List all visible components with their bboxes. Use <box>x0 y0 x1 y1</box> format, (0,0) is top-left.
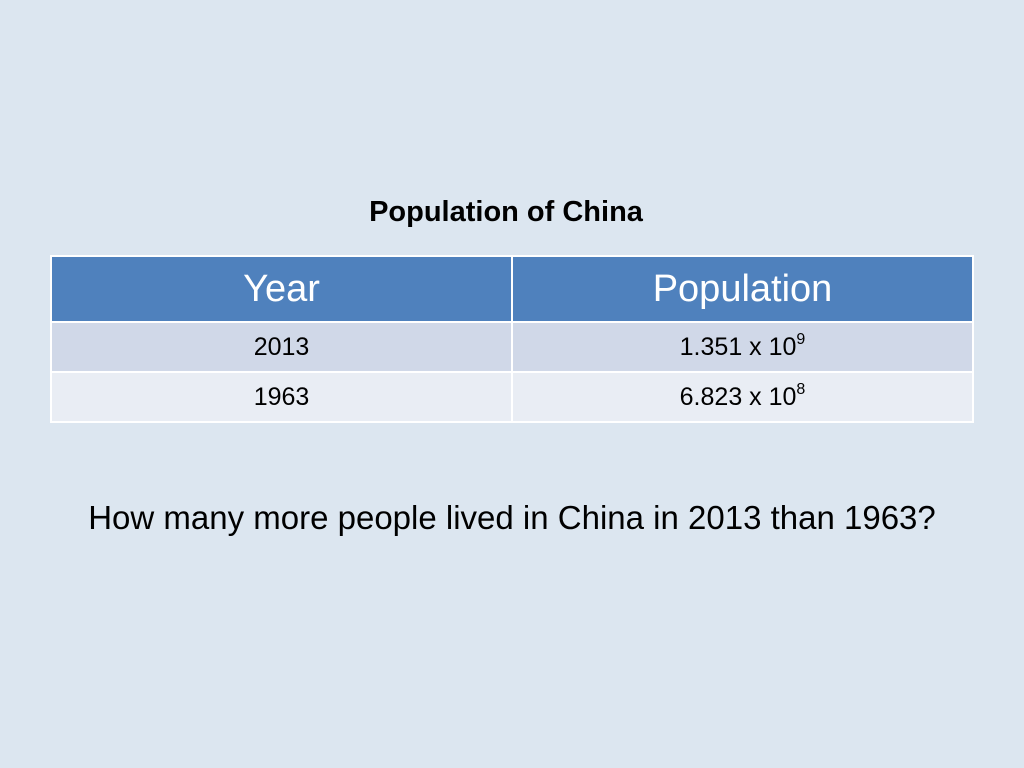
table-title: Population of China <box>369 196 643 228</box>
cell-year: 1963 <box>50 371 513 423</box>
population-exponent: 8 <box>796 380 806 398</box>
population-table-container: Year Population 2013 1.351 x 109 1963 6.… <box>50 255 974 423</box>
question-text: How many more people lived in China in 2… <box>88 499 936 536</box>
population-exponent: 9 <box>796 330 806 348</box>
cell-year: 2013 <box>50 321 513 373</box>
header-year: Year <box>50 255 513 323</box>
table-header-row: Year Population <box>50 255 974 323</box>
table-row: 2013 1.351 x 109 <box>50 321 974 373</box>
cell-population: 6.823 x 108 <box>511 371 974 423</box>
population-table: Year Population 2013 1.351 x 109 1963 6.… <box>50 255 974 423</box>
population-mantissa: 1.351 x 10 <box>679 332 797 361</box>
population-mantissa: 6.823 x 10 <box>679 382 797 411</box>
table-row: 1963 6.823 x 108 <box>50 371 974 423</box>
cell-population: 1.351 x 109 <box>511 321 974 373</box>
header-population: Population <box>511 255 974 323</box>
